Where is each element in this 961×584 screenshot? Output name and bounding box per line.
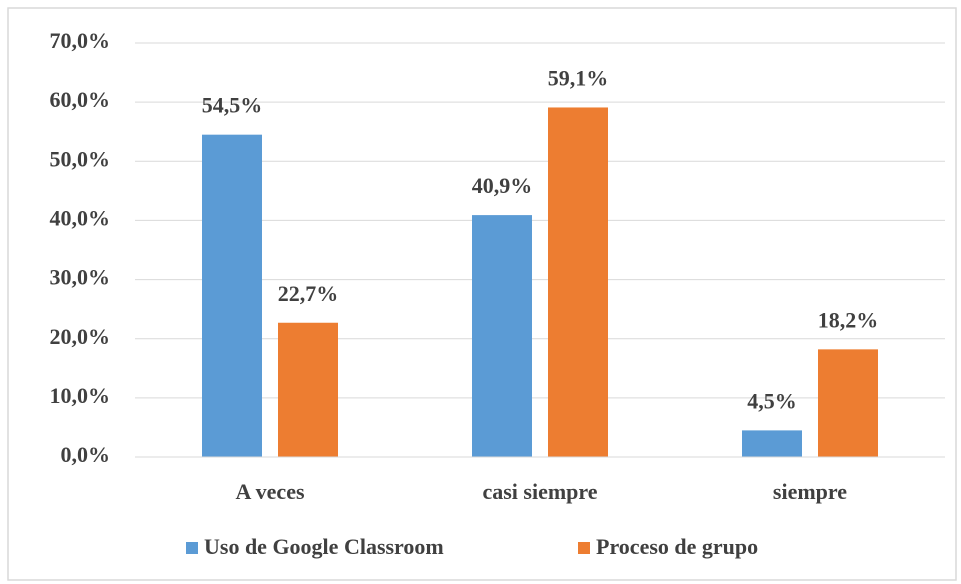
data-label: 18,2% xyxy=(818,307,879,332)
y-tick-label: 30,0% xyxy=(50,265,111,290)
legend-label: Uso de Google Classroom xyxy=(204,534,444,559)
x-tick-label: A veces xyxy=(235,479,304,504)
bar xyxy=(472,215,532,457)
legend-swatch xyxy=(186,542,198,554)
data-label: 22,7% xyxy=(278,281,339,306)
x-tick-label: casi siempre xyxy=(482,479,597,504)
x-tick-label: siempre xyxy=(773,479,847,504)
y-tick-label: 40,0% xyxy=(50,205,111,230)
y-tick-label: 0,0% xyxy=(61,442,111,467)
data-label: 4,5% xyxy=(747,388,797,413)
data-label: 40,9% xyxy=(472,173,533,198)
legend-swatch xyxy=(578,542,590,554)
legend-label: Proceso de grupo xyxy=(596,534,758,559)
bar xyxy=(742,430,802,457)
y-tick-label: 60,0% xyxy=(50,87,111,112)
data-label: 54,5% xyxy=(202,93,263,118)
bar xyxy=(278,322,338,457)
chart-frame xyxy=(7,7,957,581)
y-tick-label: 70,0% xyxy=(50,28,111,53)
bar xyxy=(548,107,608,458)
data-label: 59,1% xyxy=(548,66,609,91)
y-tick-label: 20,0% xyxy=(50,324,111,349)
y-tick-label: 50,0% xyxy=(50,146,111,171)
bar xyxy=(818,349,878,457)
y-tick-label: 10,0% xyxy=(50,383,111,408)
bar xyxy=(202,134,262,457)
